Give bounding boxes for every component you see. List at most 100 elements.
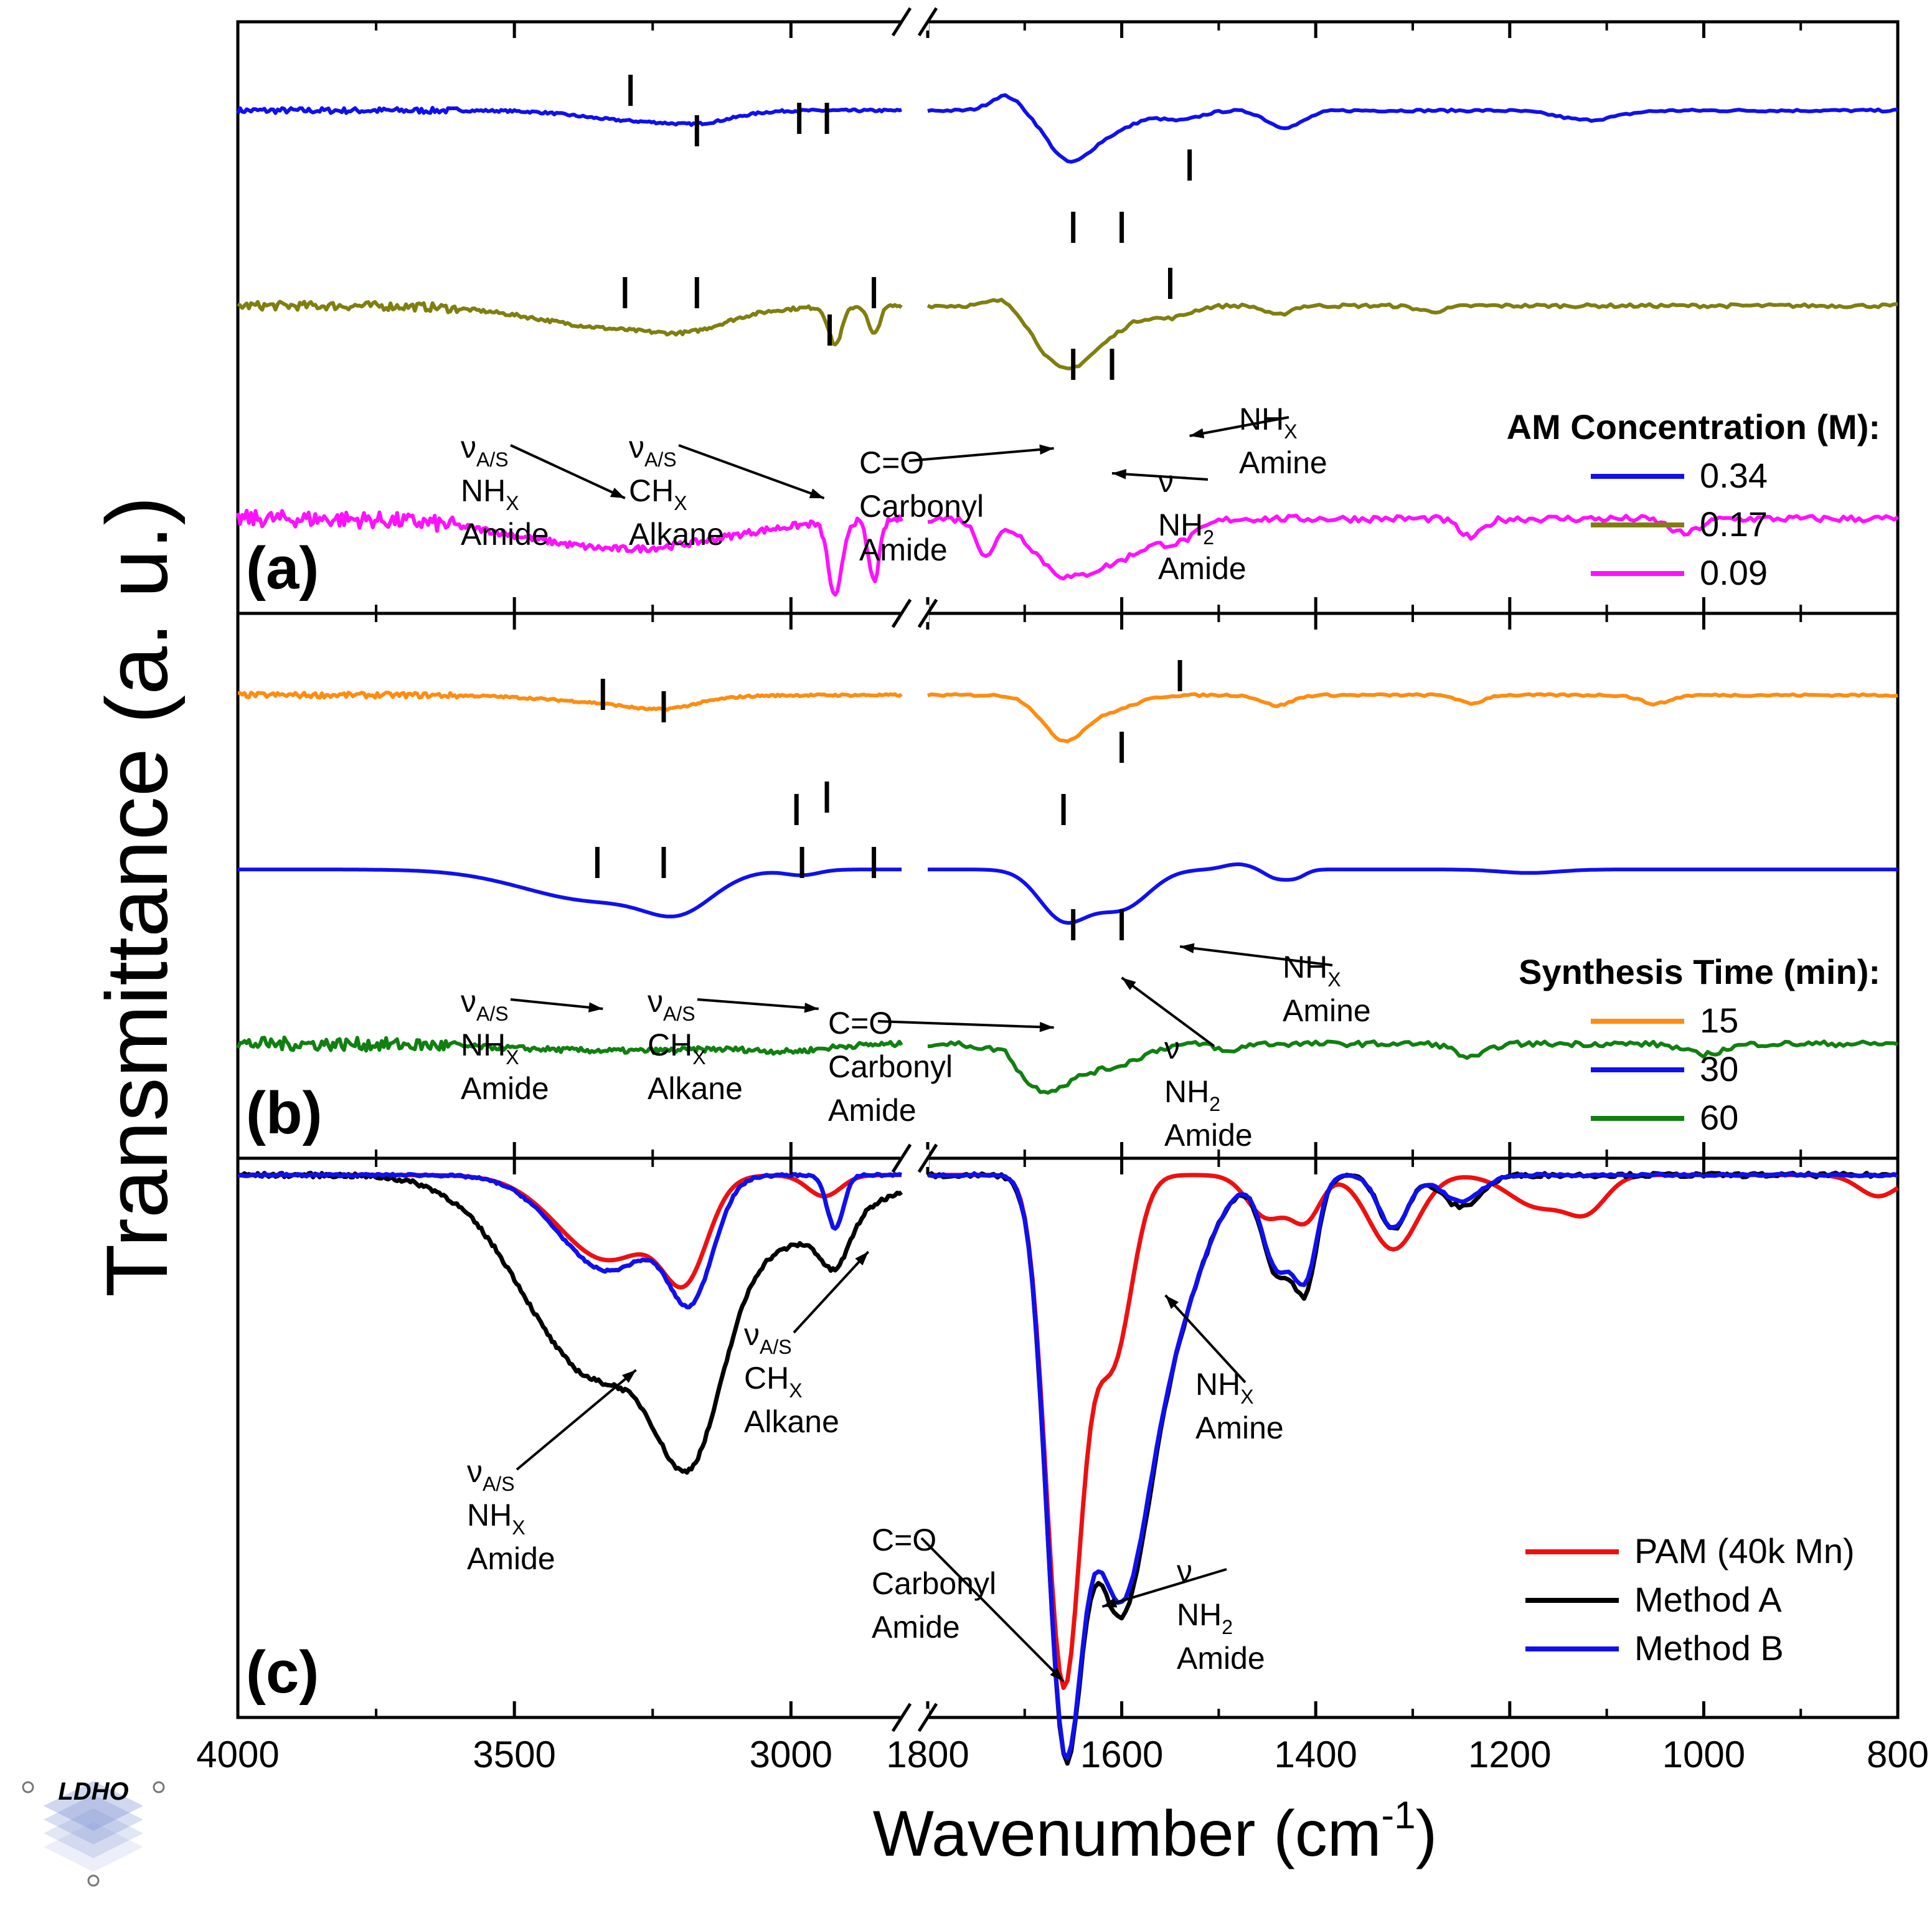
annotation-base: NH xyxy=(1177,1597,1222,1632)
logo-node xyxy=(22,1781,34,1793)
annotation-text: Carbonyl xyxy=(828,1049,953,1084)
panel-a xyxy=(236,93,1899,597)
legend-label: PAM (40k Mn) xyxy=(1634,1531,1855,1570)
legend-c: PAM (40k Mn) Method A Method B xyxy=(1525,1531,1855,1668)
annotation-text: NH2 xyxy=(1164,1074,1220,1115)
legend-label: 15 xyxy=(1700,1001,1738,1040)
logo-node xyxy=(87,1874,100,1887)
annotation-base: NH xyxy=(461,1027,506,1062)
series-line-b-0 xyxy=(927,692,1898,744)
annotation-arrow-head xyxy=(804,1003,819,1013)
logo-layer xyxy=(44,1781,143,1831)
annotation-arrow-head xyxy=(610,488,625,498)
annotation-sub: X xyxy=(1240,1386,1253,1408)
annotation-text: NHX xyxy=(461,1027,519,1069)
annotation-arrow-head xyxy=(1165,1295,1179,1310)
logo-layer xyxy=(44,1795,143,1844)
series-line-c-2 xyxy=(926,1171,1899,1761)
annotation-text: C=O xyxy=(872,1523,936,1557)
x-tick-label: 1200 xyxy=(1468,1734,1551,1775)
annotation-text: C=O xyxy=(859,445,924,480)
annotation-sub: A/S xyxy=(483,1473,515,1495)
legend-b: Synthesis Time (min): 15 30 60 xyxy=(1519,952,1880,1137)
annotation-text: Alkane xyxy=(629,517,724,552)
annotation-arrow-head xyxy=(1102,1597,1118,1608)
annotation-arrow-line xyxy=(1101,1568,1227,1608)
x-axis-title-main: Wavenumber (cm xyxy=(873,1798,1382,1870)
axis-break-mark xyxy=(891,1143,912,1173)
legend-label: Method B xyxy=(1634,1628,1784,1668)
annotation-sub: A/S xyxy=(476,1003,509,1025)
annotation-base: NH xyxy=(1283,950,1327,985)
series-line-a-0 xyxy=(236,106,902,127)
axis-break-mark xyxy=(891,7,912,37)
annotation-text: Amide xyxy=(859,532,948,567)
axis-break-mark xyxy=(917,7,938,37)
annotation-arrow-head xyxy=(1180,943,1195,953)
annotation: C=O Carbonyl Amide xyxy=(828,1006,1054,1128)
series-line-a-2 xyxy=(236,509,903,597)
annotation-text: Amine xyxy=(1283,993,1371,1028)
series-line-b-1 xyxy=(928,862,1898,925)
annotation-sub: 2 xyxy=(1222,1616,1233,1638)
annotation-text: Amine xyxy=(1195,1410,1284,1445)
annotation-arrow-head xyxy=(855,1252,869,1266)
annotation-base: ν xyxy=(461,430,476,465)
annotation-base: CH xyxy=(744,1361,789,1396)
annotation-text: νA/S xyxy=(648,984,695,1025)
annotation-base: NH xyxy=(1195,1367,1240,1402)
series-line-c-2 xyxy=(237,1171,902,1310)
annotation-base: ν xyxy=(629,430,644,465)
annotation-sub: A/S xyxy=(760,1336,792,1358)
annotation-text: Amine xyxy=(1239,445,1327,480)
series-line-b-2 xyxy=(927,1039,1898,1095)
panel-c xyxy=(237,1171,1899,1766)
annotation-text: νA/S xyxy=(629,430,677,471)
panel-label: (b) xyxy=(246,1080,323,1146)
annotation-text: NH2 xyxy=(1177,1597,1233,1638)
peak-markers xyxy=(595,75,1192,940)
annotation-text: CHX xyxy=(629,473,687,514)
annotation-base: NH xyxy=(1164,1074,1209,1109)
series-line-a-0 xyxy=(927,93,1898,164)
legend-label: 0.09 xyxy=(1700,553,1768,592)
series-line-a-1 xyxy=(237,300,903,347)
x-tick-label: 3500 xyxy=(473,1734,555,1775)
annotation-text: NHX xyxy=(467,1498,525,1539)
panel-b xyxy=(236,691,1898,1095)
annotation-arrow-head xyxy=(622,1370,636,1383)
annotations: (a)(b)(c)νA/SNHXAmideνA/SCHXAlkaneC=OCar… xyxy=(246,402,1371,1706)
annotation-text: νA/S xyxy=(467,1454,515,1495)
annotation-sub: X xyxy=(674,492,687,514)
series-line-a-2 xyxy=(927,513,1899,581)
legend-title: Synthesis Time (min): xyxy=(1519,952,1880,991)
logo-layer xyxy=(44,1822,143,1872)
annotation-text: NHX xyxy=(1283,950,1341,991)
legend-label: 0.17 xyxy=(1700,504,1768,544)
annotation-arrow-line xyxy=(1164,1294,1246,1384)
annotation-sub: 2 xyxy=(1209,1093,1220,1115)
annotation-arrow-line xyxy=(1121,976,1215,1047)
x-tick-label: 1000 xyxy=(1662,1734,1745,1775)
annotation-text: NHX xyxy=(1239,402,1298,443)
annotation-text: Amide xyxy=(1177,1641,1265,1676)
annotation-text: Amide xyxy=(1158,551,1246,586)
annotation-sub: X xyxy=(692,1046,705,1069)
annotation-base: NH xyxy=(1239,402,1284,437)
annotation: C=O Carbonyl Amide xyxy=(859,444,1054,567)
annotation-base: NH xyxy=(461,473,506,508)
annotation-text: Carbonyl xyxy=(872,1566,996,1601)
logo-text: LDHO xyxy=(58,1778,128,1805)
annotation-arrow-head xyxy=(1121,978,1136,991)
x-tick-label: 800 xyxy=(1867,1734,1929,1775)
annotation-arrow-line xyxy=(510,998,603,1010)
panel-label: (c) xyxy=(246,1639,319,1706)
logo-layer xyxy=(44,1808,143,1858)
